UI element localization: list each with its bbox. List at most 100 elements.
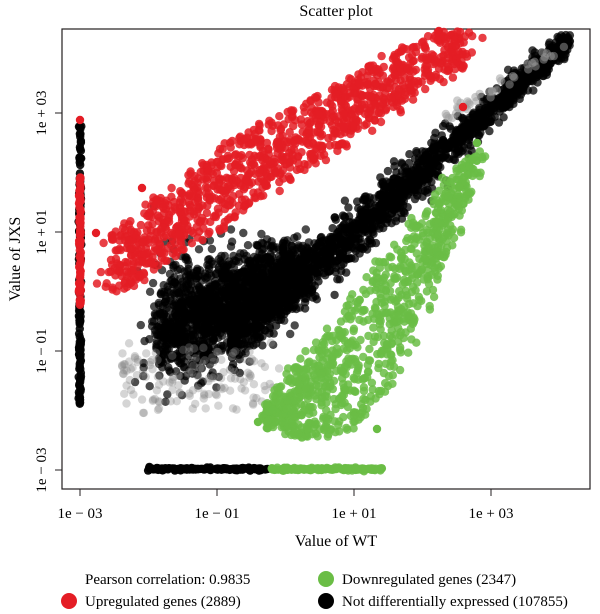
data-point-upregulated [193,233,202,242]
data-point-not-de [454,145,463,154]
data-point-not-de [261,386,270,395]
data-point-upregulated [220,204,230,214]
data-point-not-de [159,281,168,290]
data-point-upregulated [96,267,106,277]
data-point-upregulated [336,130,345,139]
data-point-not-de [273,303,283,312]
data-point-not-de [148,278,158,288]
data-point-not-de [352,241,361,250]
data-point-not-de [226,225,236,234]
data-point-upregulated [286,175,295,185]
data-point-upregulated [207,192,217,201]
data-point-upregulated [186,167,195,176]
data-point-upregulated [421,84,430,94]
data-point-not-de [155,353,164,363]
data-point-upregulated [263,155,272,165]
data-point-not-de [169,300,178,309]
data-point-upregulated [212,168,221,178]
data-point-not-de [168,351,177,360]
data-point-upregulated [420,41,429,51]
data-point-not-de [200,328,209,337]
data-point-upregulated [167,228,176,238]
data-point-not-de [249,357,259,366]
data-point-not-de [258,245,267,254]
data-point-not-de [505,80,514,89]
data-point-not-de [421,150,430,160]
data-point-upregulated [198,159,207,168]
data-point-upregulated [458,47,467,57]
data-point-upregulated [321,155,331,165]
data-point-upregulated [152,245,162,255]
data-point-upregulated [275,186,284,196]
data-point-not-de [139,408,149,418]
data-point-not-de [438,136,448,145]
data-point-upregulated [459,61,468,71]
data-point-not-de [145,360,155,370]
data-point-upregulated [346,129,355,139]
data-point-not-de [258,275,267,284]
data-point-upregulated [124,236,133,245]
chart-title: Scatter plot [299,3,373,20]
data-point-not-de [157,288,166,297]
data-point-upregulated [270,166,279,175]
data-point-not-de [197,379,206,388]
data-point-not-de [205,269,214,278]
data-point-not-de [224,286,233,295]
data-point-upregulated [224,174,233,183]
data-point-not-de [75,122,85,132]
data-point-not-de [299,247,309,257]
data-point-upregulated [265,116,274,126]
data-point-upregulated [218,186,227,196]
data-point-not-de [217,323,226,332]
data-point-not-de [326,266,335,275]
data-point-not-de [169,372,178,382]
data-point-not-de [337,223,347,232]
data-point-not-de [301,225,310,234]
data-point-not-de [379,205,388,214]
data-point-not-de [255,299,264,309]
data-point-upregulated [194,196,203,206]
data-point-upregulated [108,235,118,244]
data-point-not-de [494,118,504,127]
data-point-not-de [278,238,288,248]
data-point-not-de [544,40,554,49]
data-point-not-de [159,310,169,320]
data-point-upregulated [276,124,286,133]
data-point-upregulated [304,125,314,135]
data-point-upregulated [354,79,364,88]
data-point-not-de [187,358,197,368]
data-point-not-de [529,86,538,95]
data-point-not-de [205,360,214,369]
data-point-upregulated [306,118,315,127]
data-point-not-de [76,160,85,170]
data-point-not-de [175,264,185,274]
data-point-not-de [243,328,252,338]
data-point-not-de [200,356,209,365]
data-point-upregulated [443,59,452,68]
data-point-not-de [286,329,295,339]
data-point-not-de [151,348,161,357]
data-point-not-de [180,376,189,385]
data-point-upregulated [420,65,429,74]
data-point-not-de [145,287,155,296]
data-point-not-de [187,280,196,289]
data-point-upregulated [196,217,205,226]
data-point-not-de [342,268,351,277]
data-point-not-de [230,367,239,377]
data-point-not-de [184,464,193,474]
data-point-not-de [217,355,226,364]
data-point-not-de [412,163,421,172]
data-point-not-de [184,352,193,361]
data-point-not-de [76,340,86,349]
data-point-upregulated [230,213,239,222]
data-point-upregulated [217,194,226,203]
data-point-not-de [373,216,383,226]
data-point-not-de [553,32,562,42]
data-point-upregulated [92,279,102,288]
data-point-upregulated [341,92,350,101]
data-point-not-de [210,328,219,337]
data-point-not-de [390,162,399,171]
data-point-upregulated [306,97,315,106]
data-point-not-de [265,255,275,264]
